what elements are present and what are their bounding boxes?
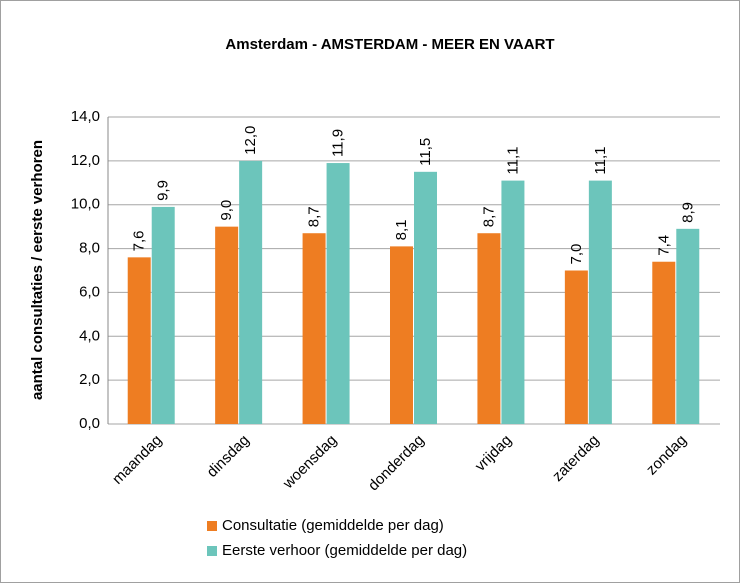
y-tick-label: 14,0 — [71, 108, 100, 125]
bar — [676, 228, 700, 424]
y-tick-label: 4,0 — [79, 327, 100, 344]
data-label: 11,9 — [330, 129, 347, 157]
data-label: 8,1 — [393, 220, 410, 241]
bar — [588, 180, 612, 424]
data-label: 9,0 — [218, 200, 235, 221]
bar — [390, 246, 413, 424]
data-label: 11,1 — [592, 146, 609, 174]
legend-swatch — [207, 546, 217, 556]
y-axis-title: aantal consultaties / eerste verhoren — [29, 140, 46, 400]
bar — [239, 160, 263, 424]
data-label: 9,9 — [155, 180, 172, 201]
bar — [501, 180, 525, 424]
data-label: 7,0 — [568, 244, 585, 265]
y-tick-label: 2,0 — [79, 371, 100, 388]
bar — [414, 171, 437, 424]
chart-title: Amsterdam - AMSTERDAM - MEER EN VAART — [225, 36, 554, 53]
y-tick-label: 12,0 — [71, 152, 100, 169]
bar — [652, 261, 676, 424]
data-label: 12,0 — [242, 126, 259, 155]
y-tick-label: 6,0 — [79, 283, 100, 300]
bar — [302, 233, 326, 424]
legend-label: Consultatie (gemiddelde per dag) — [222, 517, 444, 534]
data-label: 8,7 — [480, 206, 497, 227]
legend-swatch — [207, 521, 217, 531]
bar — [215, 226, 239, 424]
legend-label: Eerste verhoor (gemiddelde per dag) — [222, 542, 467, 559]
bar — [477, 233, 501, 424]
data-label: 7,4 — [655, 235, 672, 256]
data-label: 11,5 — [417, 138, 434, 166]
data-label: 11,1 — [504, 146, 521, 174]
y-tick-label: 8,0 — [79, 240, 100, 257]
y-tick-label: 0,0 — [79, 415, 100, 432]
bar — [326, 163, 350, 425]
bar — [151, 206, 175, 424]
y-tick-label: 10,0 — [71, 196, 100, 213]
bar — [127, 257, 151, 424]
data-label: 7,6 — [131, 230, 148, 251]
bar — [564, 270, 588, 424]
data-label: 8,7 — [306, 206, 323, 227]
data-label: 8,9 — [679, 202, 696, 223]
